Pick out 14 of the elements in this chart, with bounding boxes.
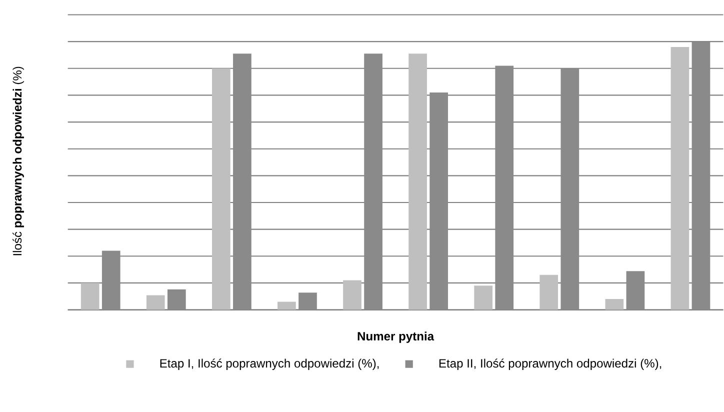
bar xyxy=(670,46,690,310)
bar xyxy=(278,302,296,310)
y-axis-title: Ilość poprawnych odpowiedzi (%) xyxy=(12,66,24,256)
bar xyxy=(146,295,165,310)
legend-label: Etap II, Ilość poprawnych odpowiedzi (%), xyxy=(439,358,662,370)
bar xyxy=(80,283,100,310)
bar xyxy=(408,54,427,310)
bar xyxy=(605,299,624,310)
bar xyxy=(474,286,493,310)
bar xyxy=(212,68,230,310)
bar xyxy=(343,280,362,310)
bar xyxy=(540,274,558,310)
x-axis-title: Numer pytnia xyxy=(358,332,434,343)
legend-label: Etap I, Ilość poprawnych odpowiedzi (%), xyxy=(160,358,379,370)
